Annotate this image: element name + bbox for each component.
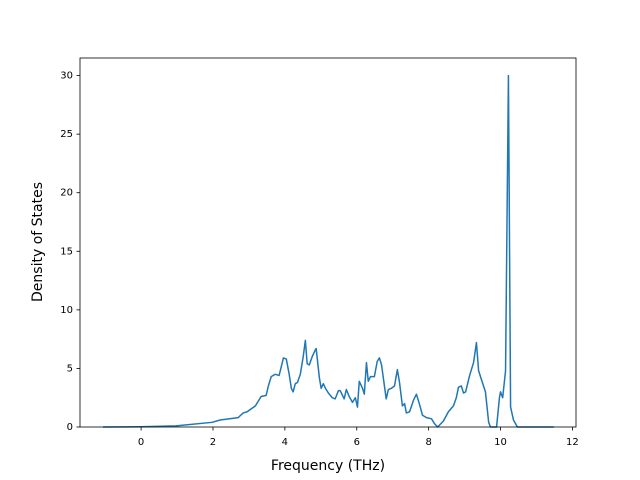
x-tick-label: 4	[282, 437, 288, 448]
y-tick-label: 10	[60, 305, 73, 316]
x-tick-label: 10	[494, 437, 507, 448]
y-tick-label: 5	[67, 363, 73, 374]
y-tick-label: 20	[60, 188, 73, 199]
y-tick-label: 0	[67, 422, 73, 433]
x-tick-label: 6	[354, 437, 360, 448]
x-tick-label: 12	[566, 437, 579, 448]
y-tick-label: 15	[60, 246, 73, 257]
x-tick-label: 0	[138, 437, 144, 448]
x-tick-label: 2	[210, 437, 216, 448]
y-tick-label: 30	[60, 71, 73, 82]
x-axis-label: Frequency (THz)	[271, 458, 385, 474]
y-tick-label: 25	[60, 129, 73, 140]
plot-frame	[79, 57, 577, 428]
x-tick-label: 8	[425, 437, 431, 448]
y-axis-label: Density of States	[30, 182, 46, 302]
data-line	[102, 74, 554, 428]
